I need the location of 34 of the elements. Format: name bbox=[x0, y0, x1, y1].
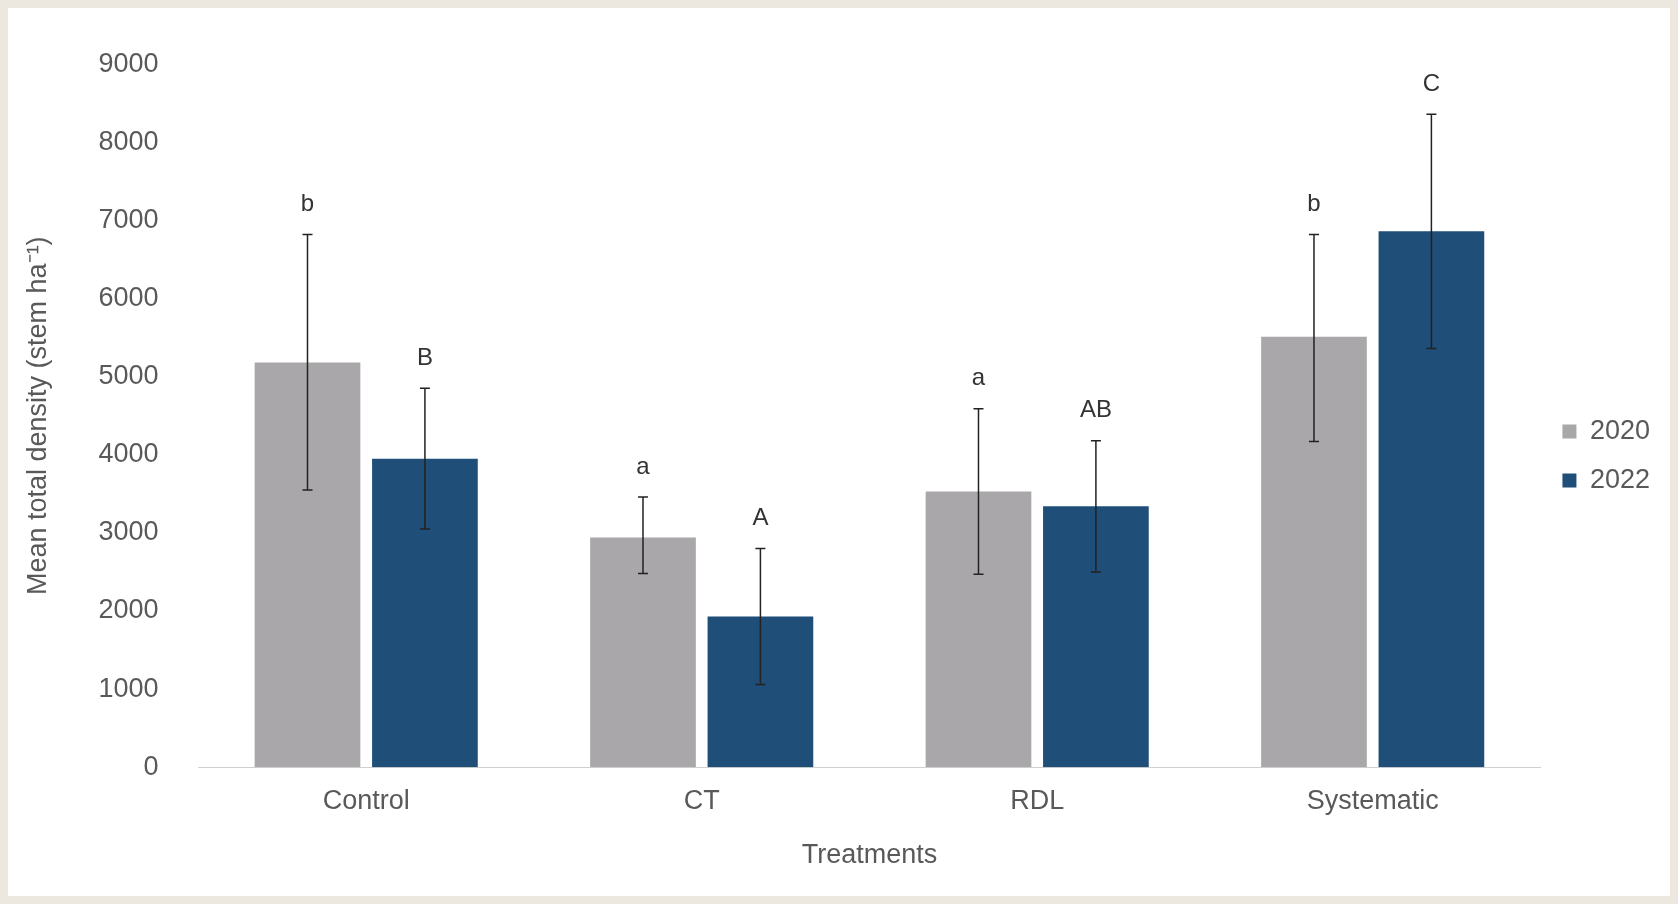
y-tick-label: 8000 bbox=[98, 125, 159, 156]
y-tick-label: 2000 bbox=[98, 594, 159, 625]
legend-label: 2022 bbox=[1589, 463, 1651, 494]
bar bbox=[1043, 506, 1149, 768]
bar bbox=[254, 362, 361, 768]
y-tick-label: 0 bbox=[143, 750, 159, 781]
x-tick-label: CT bbox=[683, 784, 720, 815]
y-axis-title: Mean total density (stem ha⁻¹) bbox=[21, 236, 52, 596]
annotation: b bbox=[300, 189, 315, 217]
annotation: b bbox=[1307, 189, 1321, 217]
annotation: a bbox=[636, 451, 651, 479]
bar bbox=[1378, 231, 1485, 768]
annotation: a bbox=[971, 363, 986, 391]
annotation: AB bbox=[1079, 395, 1112, 423]
annotation: A bbox=[752, 503, 769, 531]
y-tick-label: 7000 bbox=[98, 203, 159, 234]
x-tick-label: Systematic bbox=[1306, 784, 1439, 815]
y-tick-label: 5000 bbox=[98, 360, 159, 391]
legend-label: 2020 bbox=[1589, 414, 1651, 445]
annotation: B bbox=[416, 342, 433, 370]
bar bbox=[590, 537, 696, 768]
bar bbox=[925, 491, 1032, 768]
y-tick-label: 3000 bbox=[98, 516, 159, 547]
x-tick-label: Control bbox=[322, 784, 410, 815]
y-tick-label: 1000 bbox=[98, 672, 159, 703]
annotation: C bbox=[1422, 68, 1441, 96]
x-tick-label: RDL bbox=[1010, 784, 1065, 815]
y-tick-label: 4000 bbox=[98, 438, 159, 469]
bar bbox=[1261, 336, 1367, 768]
bar bbox=[707, 616, 814, 768]
x-axis-title: Treatments bbox=[801, 839, 938, 870]
y-tick-label: 9000 bbox=[98, 47, 159, 78]
bar bbox=[372, 458, 478, 768]
y-tick-label: 6000 bbox=[98, 281, 159, 312]
